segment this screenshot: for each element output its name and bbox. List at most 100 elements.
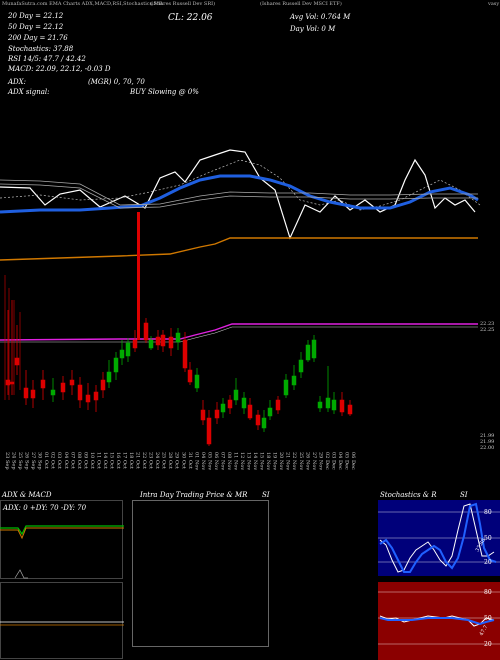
x-date-label: 18 Oct xyxy=(128,452,134,469)
x-date-label: 16 Oct xyxy=(115,452,121,469)
day-vol-label: Day Vol: 0 M xyxy=(290,25,336,33)
candle xyxy=(132,330,138,352)
candle xyxy=(14,325,20,375)
x-date-label: 04 Nov xyxy=(200,452,206,470)
candle xyxy=(255,410,261,430)
x-date-label: 26 Sep xyxy=(24,452,30,470)
x-date-label: 18 Nov xyxy=(265,452,271,470)
x-date-label: 01 Nov xyxy=(193,452,199,470)
x-date-label: 22 Oct xyxy=(141,452,147,469)
candle xyxy=(93,385,99,412)
x-date-label: 25 Sep xyxy=(17,452,23,470)
candle xyxy=(325,366,331,412)
x-date-label: 28 Oct xyxy=(167,452,173,469)
price-label-4: 21.99 xyxy=(480,439,494,445)
buy-signal: BUY Slowing @ 0% xyxy=(130,88,199,96)
rsi-tick-50: 50 xyxy=(484,615,492,622)
rsi-panel: 80 50 20 47.7 xyxy=(378,582,500,660)
header-strip-right: (Ishares Russell Dev MSCI ETF) xyxy=(260,1,342,7)
stoch-tick-50: 50 xyxy=(484,535,492,542)
stoch-panel-title: Stochastics & R xyxy=(380,491,437,499)
x-date-label: 10 Oct xyxy=(89,452,95,469)
ema-gray-line-2 xyxy=(0,183,478,209)
x-date-label: 20 Nov xyxy=(278,452,284,470)
price-label-2: 22.25 xyxy=(480,327,494,333)
x-date-label: 29 Oct xyxy=(174,452,180,469)
ema-dotted-line xyxy=(0,159,481,211)
adx-panel: ADX: 0 +DY: 70 -DY: 70 xyxy=(0,500,124,579)
macd-label: MACD: 22.09, 22.12, -0.03 D xyxy=(8,65,111,73)
candle xyxy=(182,332,188,372)
x-date-label: 05 Nov xyxy=(206,452,212,470)
x-date-label: 06 Nov xyxy=(213,452,219,470)
x-date-label: 24 Oct xyxy=(154,452,160,469)
candle xyxy=(168,328,174,356)
price-label-1: 22.23 xyxy=(480,321,494,327)
x-date-label: 23 Oct xyxy=(148,452,154,469)
candle xyxy=(283,374,289,398)
x-date-label: 21 Nov xyxy=(285,452,291,470)
candle xyxy=(206,410,212,446)
x-date-label: 02 Oct xyxy=(50,452,56,469)
candle xyxy=(23,370,29,405)
candle xyxy=(40,370,46,400)
adx-panel-title: ADX & MACD xyxy=(2,491,52,499)
candle xyxy=(200,400,206,425)
candle xyxy=(339,392,345,416)
x-date-label: 07 Oct xyxy=(69,452,75,469)
candle xyxy=(194,368,200,392)
rsi-label: RSI 14/5: 47.7 / 42.42 xyxy=(8,55,86,63)
ema20-label: 20 Day = 22.12 xyxy=(8,12,64,20)
header-strip-far-right: vasy xyxy=(488,1,500,7)
x-date-label: 01 Oct xyxy=(43,452,49,469)
intraday-panel xyxy=(132,500,269,647)
candle xyxy=(160,330,166,352)
x-date-label: 27 Sep xyxy=(30,452,36,470)
candle xyxy=(113,352,119,380)
x-date-label: 27 Nov xyxy=(311,452,317,470)
ema50-label: 50 Day = 22.12 xyxy=(8,23,64,31)
candle xyxy=(148,336,154,350)
x-date-label: 04 Oct xyxy=(63,452,69,469)
candle xyxy=(261,410,267,432)
price-label-3: 21.99 xyxy=(480,433,494,439)
x-date-label: 26 Nov xyxy=(304,452,310,470)
header-strip-mid: (iShares Russell Dev SRI) xyxy=(150,1,216,7)
candle xyxy=(100,372,106,398)
candle xyxy=(155,330,161,350)
ema200-label: 200 Day = 21.76 xyxy=(8,34,68,42)
rsi-current-value: 47.7 xyxy=(479,624,490,637)
x-date-label: 25 Nov xyxy=(298,452,304,470)
x-date-label: 08 Oct xyxy=(76,452,82,469)
adx-values: (MGR) 0, 70, 70 xyxy=(88,78,145,86)
x-date-label: 31 Oct xyxy=(187,452,193,469)
adx-signal-label: ADX signal: xyxy=(8,88,50,96)
x-date-label: 08 Nov xyxy=(226,452,232,470)
intra-si-label: SI xyxy=(262,491,270,499)
x-date-label: 23 Sep xyxy=(4,452,10,470)
candle xyxy=(125,338,131,362)
x-date-label: 11 Oct xyxy=(95,452,101,469)
candle xyxy=(9,300,15,395)
rsi-tick-80: 80 xyxy=(484,589,492,596)
x-date-label: 07 Nov xyxy=(219,452,225,470)
x-date-label: 17 Oct xyxy=(122,452,128,469)
x-date-label: 21 Oct xyxy=(135,452,141,469)
volume-spike-bar xyxy=(137,212,140,340)
adx-label: ADX: xyxy=(8,78,27,86)
x-date-label: 15 Nov xyxy=(259,452,265,470)
candle xyxy=(60,376,66,400)
rsi-tick-20: 20 xyxy=(484,641,492,648)
x-date-label: 11 Nov xyxy=(232,452,238,470)
x-date-label: 03 Dec xyxy=(330,452,336,470)
stochastic-panel: 80 50 20 37.88 xyxy=(378,500,500,576)
candle xyxy=(85,383,91,410)
candle xyxy=(119,340,125,365)
x-date-label: 13 Nov xyxy=(246,452,252,470)
candle xyxy=(311,335,317,362)
candle xyxy=(106,360,112,388)
ema-gray-line xyxy=(0,179,478,206)
intra-panel-title: Intra Day Trading Price & MR xyxy=(140,491,248,499)
candle xyxy=(220,398,226,418)
x-date-label: 29 Nov xyxy=(317,452,323,470)
